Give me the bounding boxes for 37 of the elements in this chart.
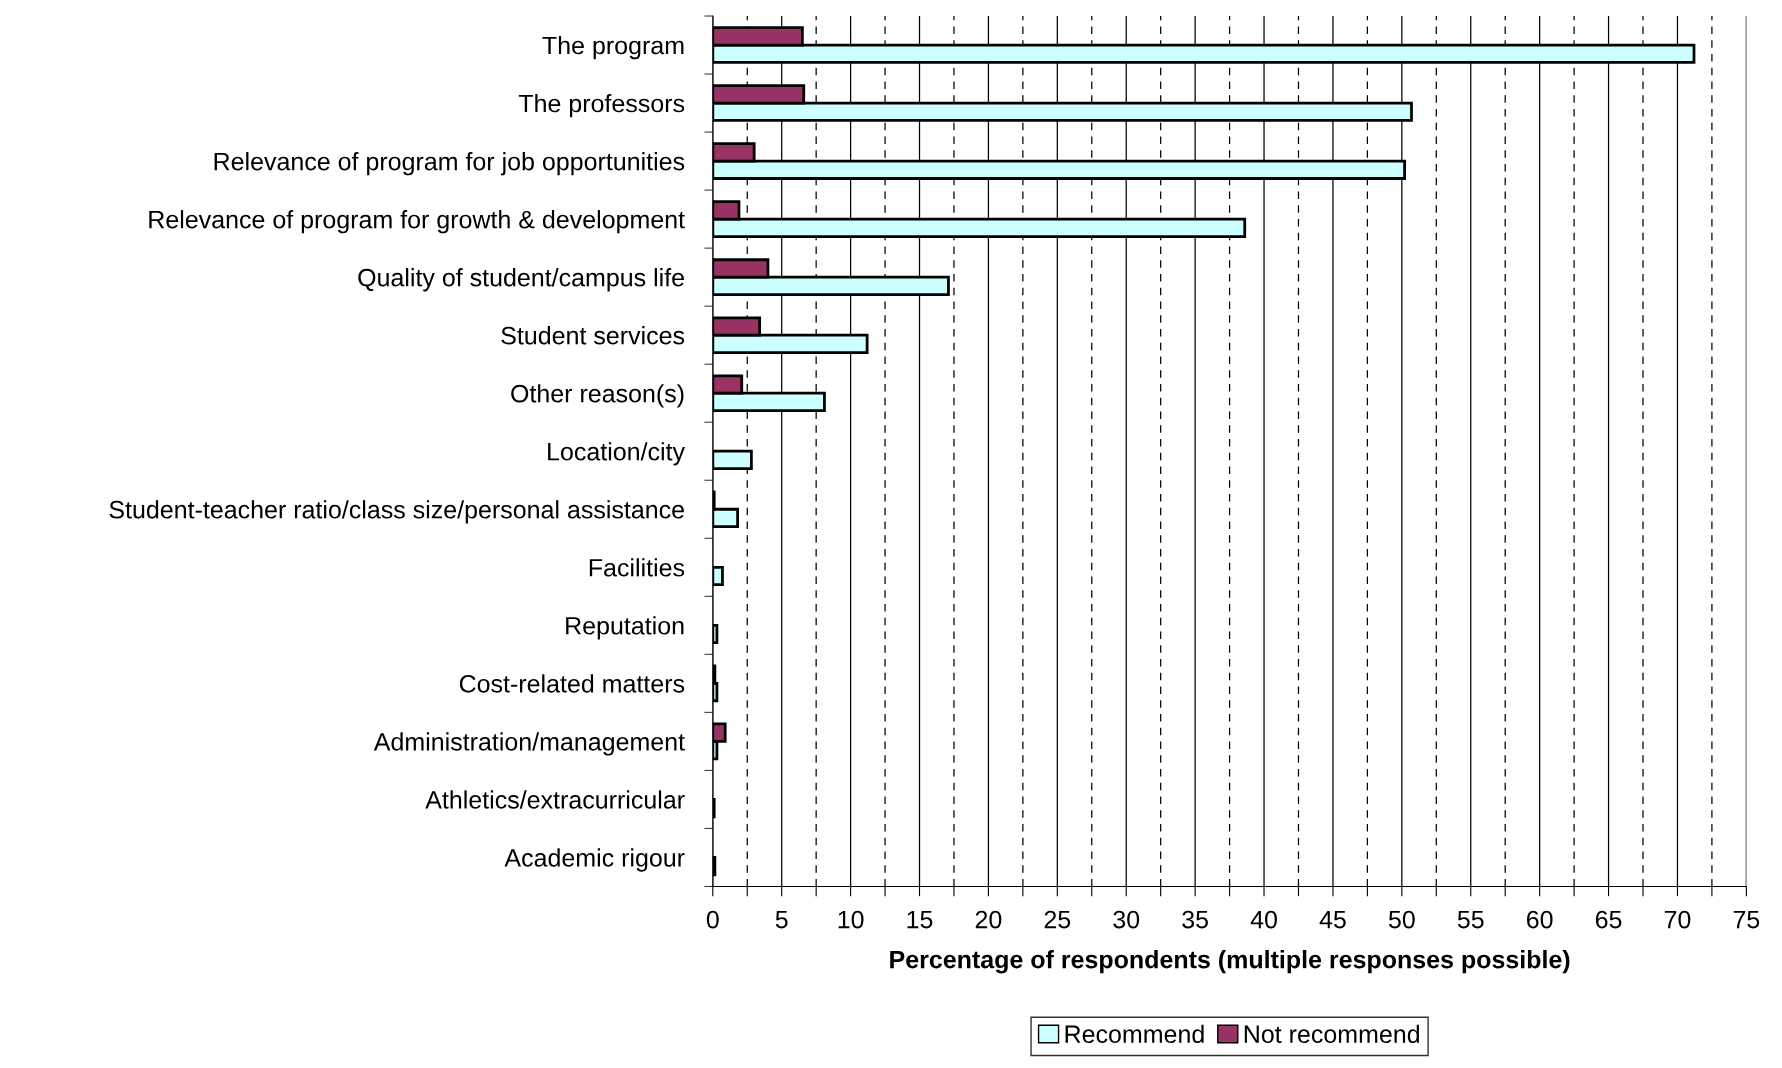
bar xyxy=(712,623,719,645)
y-tick-label: Cost-related matters xyxy=(459,674,685,693)
y-tick-label: Reputation xyxy=(566,616,684,640)
x-tick-label: 20 xyxy=(975,910,1002,929)
x-axis-title: Percentage of respondents (multiple responses possible) xyxy=(890,950,1570,974)
legend-label: Not recommend xyxy=(1244,1024,1419,1044)
y-tick-label: Facilities xyxy=(589,558,685,577)
x-tick-label: 55 xyxy=(1457,910,1484,929)
x-tick-label: 65 xyxy=(1595,910,1622,929)
y-tick-label: Administration/management xyxy=(373,732,685,756)
x-tick-label: 0 xyxy=(706,910,719,929)
y-tick-label: Relevance of program for growth & development xyxy=(149,210,685,234)
y-tick-label: The program xyxy=(542,35,684,60)
x-tick-label: 5 xyxy=(775,910,788,929)
x-tick-label: 40 xyxy=(1250,910,1277,929)
y-tick-label: Athletics/extracurricular xyxy=(425,790,685,809)
bar xyxy=(712,856,717,877)
x-tick-label: 35 xyxy=(1182,910,1208,929)
x-tick-label: 10 xyxy=(838,910,864,929)
y-tick-label: Other reason(s) xyxy=(511,384,684,408)
bar xyxy=(712,565,724,587)
y-tick-label: Relevance of program for job opportunities xyxy=(214,152,685,176)
x-tick-label: 45 xyxy=(1319,910,1346,929)
y-tick-label: Academic rigour xyxy=(504,848,685,872)
x-tick-label: 60 xyxy=(1527,910,1553,929)
y-tick-label: Quality of student/campus life xyxy=(358,268,684,292)
x-tick-label: 25 xyxy=(1044,910,1071,929)
x-tick-label: 70 xyxy=(1664,910,1691,929)
x-tick-label: 75 xyxy=(1733,910,1760,929)
y-tick-label: Student-teacher ratio/class size/personal assistance xyxy=(109,500,684,524)
legend-label: Recommend xyxy=(1065,1024,1204,1044)
y-tick-label: The professors xyxy=(518,94,685,118)
x-tick-label: 15 xyxy=(907,910,933,929)
y-tick-label: Student services xyxy=(501,326,685,345)
x-tick-label: 30 xyxy=(1113,910,1140,929)
x-tick-label: 50 xyxy=(1388,910,1415,929)
y-tick-label: Location/city xyxy=(548,442,685,466)
